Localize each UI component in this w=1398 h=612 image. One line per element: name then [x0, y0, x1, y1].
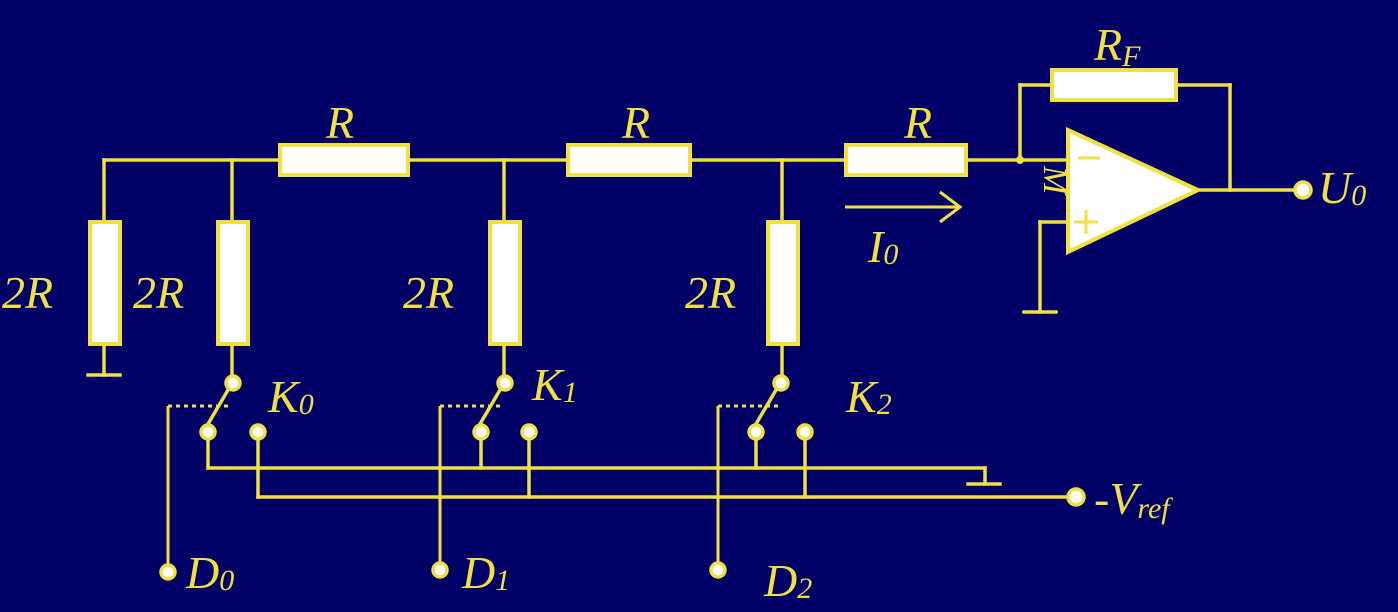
resistor-2r-1 — [488, 220, 522, 346]
switch-0-contact-ground — [199, 423, 217, 441]
label-rf: RF — [1093, 19, 1141, 73]
switch-1-contact-ground — [472, 423, 490, 441]
vref-bus — [256, 487, 1086, 507]
label-vref: -Vref — [1094, 473, 1173, 525]
resistor-2r-2 — [766, 220, 800, 346]
label-k1: K1 — [531, 359, 578, 410]
noninverting-ground — [1022, 220, 1070, 314]
output-line — [1196, 180, 1313, 200]
branch-2 — [709, 158, 814, 579]
label-r-3: R — [903, 97, 932, 148]
label-2r-0: 2R — [133, 267, 184, 318]
switch-1-contact-vref — [520, 423, 538, 441]
output-terminal — [1293, 180, 1313, 200]
label-2r-term: 2R — [2, 267, 53, 318]
switch-2-contact-vref — [796, 423, 814, 441]
resistor-r-3 — [844, 143, 968, 177]
current-arrow — [845, 190, 963, 224]
branch-1 — [431, 158, 538, 579]
label-k2: K2 — [845, 371, 892, 422]
label-node-m: M — [1036, 165, 1073, 196]
resistor-rf — [1050, 68, 1178, 102]
d1-terminal — [431, 561, 449, 579]
resistor-2r-term — [88, 220, 122, 346]
d2-terminal — [709, 561, 727, 579]
label-2r-1: 2R — [403, 267, 454, 318]
switch-0-pivot — [224, 374, 242, 392]
resistor-r-2 — [566, 143, 692, 177]
label-d2: D2 — [763, 555, 812, 606]
terminating-branch — [86, 158, 122, 377]
vref-terminal — [1066, 487, 1086, 507]
feedback-path — [1018, 68, 1232, 192]
label-i0: I0 — [867, 221, 898, 272]
branch-0 — [159, 158, 267, 581]
label-r-1: R — [325, 97, 354, 148]
label-u0: U0 — [1318, 162, 1366, 213]
label-d1: D1 — [461, 547, 510, 598]
switch-2-contact-ground — [747, 423, 765, 441]
op-amp-plus-sign — [1074, 210, 1098, 234]
switch-1-pivot — [496, 374, 514, 392]
label-k0: K0 — [267, 371, 314, 422]
node-m-junction — [1016, 156, 1024, 164]
resistor-2r-0 — [216, 220, 250, 346]
label-r-2: R — [621, 97, 650, 148]
ground-bus — [206, 466, 1002, 486]
label-d0: D0 — [185, 547, 234, 598]
resistor-r-1 — [278, 143, 410, 177]
switch-0-contact-vref — [249, 423, 267, 441]
op-amp — [1066, 126, 1203, 256]
d0-terminal — [159, 563, 177, 581]
switch-2-pivot — [772, 374, 790, 392]
label-2r-2: 2R — [685, 267, 736, 318]
